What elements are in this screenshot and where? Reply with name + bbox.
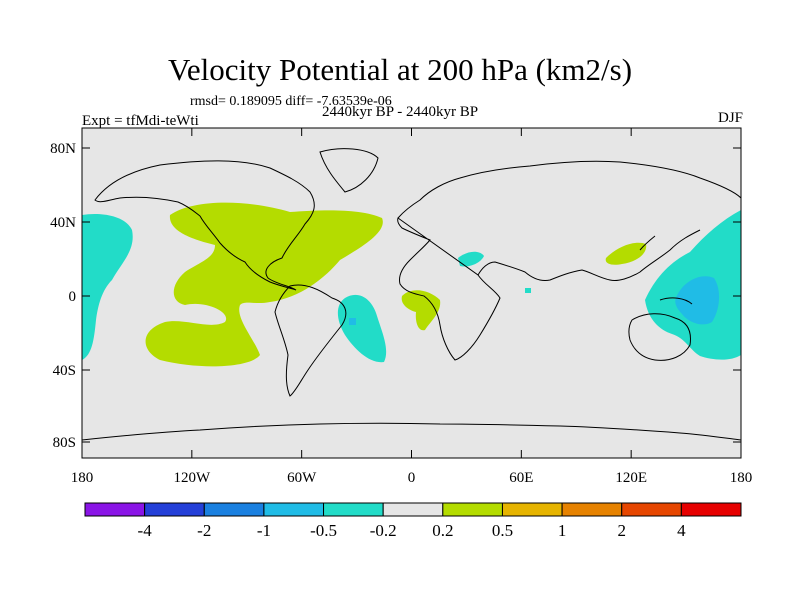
lat-tick-label: 80N [50,141,76,157]
lon-tick-label: 120E [615,470,647,486]
stats-text: rmsd= 0.189095 diff= -7.63539e-06 [190,94,392,109]
colorbar-label: -1 [257,521,271,540]
lon-tick-label: 180 [730,470,753,486]
lon-tick-label: 0 [408,470,416,486]
lon-tick-label: 60W [287,470,317,486]
colorbar-label: 4 [677,521,686,540]
lon-tick-label: 180 [71,470,94,486]
colorbar-label: 1 [558,521,567,540]
positive-anomaly-americas [145,202,383,367]
colorbar: -4 -2 -1 -0.5 -0.2 0.2 0.5 1 2 4 [84,502,742,540]
positive-anomaly-africa [401,290,441,331]
colorbar-swatch [84,502,146,517]
season-label: DJF [717,110,743,126]
coast-new-guinea [659,297,693,305]
coast-eurasia-africa [397,160,741,361]
coast-south-america [274,284,347,397]
lat-tick-label: 0 [69,289,77,305]
colorbar-label: -2 [197,521,211,540]
longitude-axis: 180 120W 60W 0 60E 120E 180 [71,128,753,486]
colorbar-label: -0.5 [310,521,337,540]
lat-tick-label: 40S [53,363,76,379]
colorbar-swatch [263,502,325,517]
negative-anomaly-pacific-west [82,213,133,360]
lon-tick-label: 120W [173,470,211,486]
lat-tick-label: 80S [53,435,76,451]
experiment-label: Expt = tfMdi-teWti [82,113,199,129]
negative-anomaly-south-atlantic [337,294,387,363]
colorbar-swatch [203,502,265,517]
coast-antarctica [82,422,741,441]
colorbar-swatch [501,502,563,517]
latitude-axis: 80N 40N 0 40S 80S [50,141,741,451]
coastlines [82,148,741,441]
coast-north-america [94,160,315,291]
positive-anomaly-east-asia [605,242,647,265]
colorbar-swatch [382,502,444,517]
strong-negative-anomaly-west-pacific [675,276,720,325]
colorbar-swatch [144,502,205,517]
colorbar-label: 0.2 [432,521,453,540]
period-label: 2440kyr BP - 2440kyr BP [321,104,479,120]
colorbar-swatch [680,502,742,517]
colorbar-swatch [621,502,682,517]
colorbar-swatch [442,502,503,517]
coast-australia [628,313,691,361]
colorbar-swatch [561,502,623,517]
strong-negative-anomaly-south-atlantic [349,318,356,325]
negative-anomaly-north-africa [458,251,484,267]
colorbar-label: 2 [617,521,626,540]
lat-tick-label: 40N [50,215,76,231]
coast-greenland [319,148,379,193]
coast-japan [639,235,656,251]
map-title: Velocity Potential at 200 hPa (km2/s) [167,52,633,87]
colorbar-label: 0.5 [492,521,513,540]
colorbar-label: -4 [138,521,153,540]
colorbar-label: -0.2 [370,521,397,540]
colorbar-swatch [323,502,384,517]
lon-tick-label: 60E [509,470,533,486]
negative-anomaly-small-africa [525,288,531,293]
